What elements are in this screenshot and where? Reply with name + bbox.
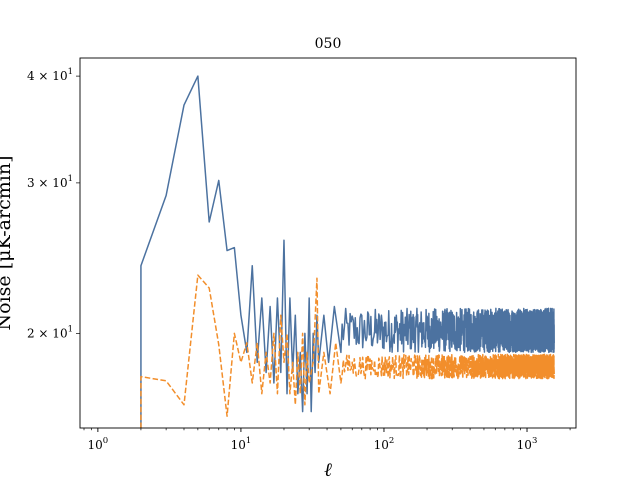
y-tick-label: 2 × 101 [27,324,73,340]
plot-area [140,75,555,428]
x-tick-label: 103 [517,436,538,452]
y-tick-label: 3 × 101 [27,174,73,190]
x-tick-label: 100 [88,436,109,452]
y-axis-label: Noise [μK-arcmin] [0,156,15,331]
chart-title: 050 [315,36,342,52]
series-line-0 [140,75,555,428]
plot-frame [79,57,577,429]
series-line-1 [140,274,555,428]
x-axis: 100 101 102 103 [83,428,571,452]
x-tick-label: 102 [374,436,395,452]
y-tick-label: 4 × 101 [27,67,73,83]
x-tick-label: 101 [231,436,252,452]
y-axis: 2 × 101 3 × 101 4 × 101 [27,67,80,340]
x-axis-label: ℓ [324,459,332,480]
